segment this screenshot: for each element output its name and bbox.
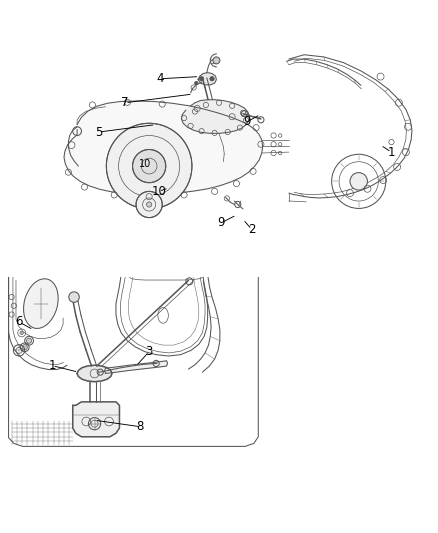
Circle shape xyxy=(350,173,367,190)
Text: 10: 10 xyxy=(151,185,166,198)
Circle shape xyxy=(213,57,220,64)
Text: 2: 2 xyxy=(248,223,255,236)
Polygon shape xyxy=(64,101,263,194)
Text: 4: 4 xyxy=(156,72,164,85)
Text: 1: 1 xyxy=(49,359,56,372)
Circle shape xyxy=(194,82,198,85)
Circle shape xyxy=(26,338,32,343)
Text: 7: 7 xyxy=(121,96,129,109)
Text: 9: 9 xyxy=(244,115,251,128)
Circle shape xyxy=(210,77,214,81)
Text: 5: 5 xyxy=(95,126,102,139)
Text: 8: 8 xyxy=(137,420,144,433)
Circle shape xyxy=(136,191,162,217)
Text: 1: 1 xyxy=(388,146,395,159)
Circle shape xyxy=(106,123,192,209)
Ellipse shape xyxy=(24,279,58,328)
Text: 9: 9 xyxy=(217,216,225,229)
Text: 6: 6 xyxy=(15,316,23,328)
Text: 10: 10 xyxy=(139,159,151,169)
Polygon shape xyxy=(198,72,216,85)
Circle shape xyxy=(199,77,204,81)
Polygon shape xyxy=(73,402,120,437)
Text: 3: 3 xyxy=(145,345,153,358)
Circle shape xyxy=(20,331,23,335)
Circle shape xyxy=(69,292,79,302)
Polygon shape xyxy=(181,100,250,133)
Polygon shape xyxy=(105,361,167,374)
Circle shape xyxy=(22,345,27,350)
Polygon shape xyxy=(77,365,112,382)
Circle shape xyxy=(147,202,152,207)
Circle shape xyxy=(133,149,166,183)
